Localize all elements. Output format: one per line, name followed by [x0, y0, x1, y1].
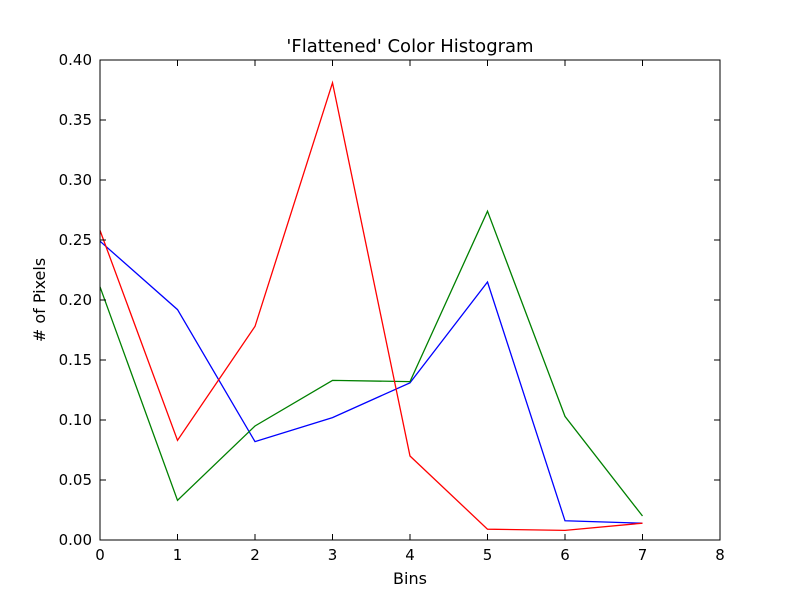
series-line-2	[99, 80, 643, 532]
chart-title: 'Flattened' Color Histogram	[286, 36, 533, 57]
x-tick-label: 5	[483, 546, 493, 564]
y-tick-label: 0.20	[59, 291, 92, 309]
x-tick-label: 8	[715, 546, 725, 564]
y-tick-label: 0.30	[59, 171, 92, 189]
x-tick-label: 6	[560, 546, 570, 564]
x-tick-label: 0	[95, 546, 105, 564]
x-axis-label: Bins	[393, 569, 427, 588]
y-axis-label: # of Pixels	[30, 258, 49, 342]
x-tick-label: 7	[638, 546, 648, 564]
y-tick-label: 0.40	[59, 51, 92, 69]
y-tick-label: 0.10	[59, 411, 92, 429]
x-tick-label: 2	[250, 546, 260, 564]
y-tick-label: 0.05	[59, 471, 92, 489]
y-tick-label: 0.35	[59, 111, 92, 129]
x-tick-label: 4	[405, 546, 415, 564]
y-tick-label: 0.25	[59, 231, 92, 249]
series-layer	[99, 80, 644, 532]
y-tick-label: 0.00	[59, 531, 92, 549]
series-line-1	[99, 209, 644, 517]
series-line-0	[99, 240, 643, 524]
x-tick-label: 1	[173, 546, 183, 564]
axes-layer: 0 1 2 3 4 5 6 7 8 0.00 0.05 0.10 0.15 0.20 0.25 0.30 0.3…	[59, 51, 725, 564]
x-tick-label: 3	[328, 546, 338, 564]
y-tick-label: 0.15	[59, 351, 92, 369]
